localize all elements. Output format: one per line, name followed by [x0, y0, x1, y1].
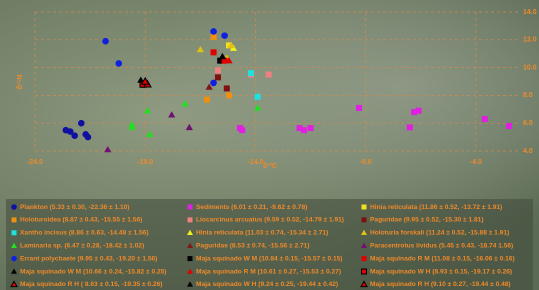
legend-label: Maja squinado W H (9.24 ± 0.25, -19.44 ±… — [196, 281, 338, 288]
point — [506, 123, 512, 129]
point — [102, 38, 109, 45]
legend-label: Paguridae (9.95 ± 0.52, -15.30 ± 1.81) — [370, 217, 484, 224]
x-tick-label: -24.0 — [27, 159, 43, 166]
legend-label: Maja squinado W M (10.84 ± 0.15, -15.57 … — [196, 255, 343, 262]
point — [226, 92, 232, 98]
legend-marker — [11, 204, 17, 210]
legend-label: Holoturia forskali (11.24 ± 0.52, -15.88… — [370, 230, 509, 237]
point — [255, 94, 261, 100]
point — [482, 116, 488, 122]
legend-label: Paguridae (8.53 ± 0.74, -15.56 ± 2.71) — [196, 242, 310, 249]
legend-label: Holoturoidea (8.87 ± 0.43, -15.55 ± 1.56… — [20, 217, 142, 224]
legend-marker — [12, 230, 17, 235]
x-tick-label: -19.0 — [137, 159, 153, 166]
y-tick-label: 12.0 — [523, 37, 537, 44]
point — [221, 32, 228, 39]
y-axis-label: δ¹⁵N — [17, 75, 24, 90]
legend-label: Laminaria sp. (6.47 ± 0.28, -18.42 ± 1.0… — [20, 242, 144, 249]
point — [210, 28, 217, 35]
point — [215, 67, 221, 73]
point — [211, 34, 217, 40]
point — [356, 105, 362, 111]
y-tick-label: 8.0 — [523, 92, 533, 99]
legend-marker — [362, 256, 367, 261]
legend-label: Hinia reticulata (11.86 ± 0.52, -13.72 ±… — [370, 204, 502, 211]
legend-label: Liocarcinus arcuatus (9.59 ± 0.52, -14.7… — [196, 217, 344, 224]
point — [239, 127, 245, 133]
x-tick-label: -14.0 — [247, 159, 263, 166]
y-tick-label: 6.0 — [523, 120, 533, 127]
legend-marker — [362, 205, 367, 210]
point — [248, 70, 254, 76]
legend-marker — [188, 205, 193, 210]
x-tick-label: -4.0 — [470, 159, 482, 166]
legend-marker — [362, 217, 367, 222]
legend-label: Maja squinado W H (8.93 ± 0.15, -19.17 ±… — [370, 268, 512, 275]
y-tick-label: 14.0 — [523, 9, 537, 16]
legend-marker — [188, 256, 193, 261]
y-tick-label: 4.0 — [523, 148, 533, 155]
legend-label: Errant polychaete (9.95 ± 0.43, -19.20 ±… — [20, 255, 157, 262]
point — [85, 134, 92, 141]
page: δ¹³C δ¹⁵N 4.0 6.0 8.0 10.0 12.0 14.0 -24.0 -19.… — [0, 0, 539, 290]
legend-label: Plankton (5.33 ± 0.30, -22.36 ± 1.10) — [20, 204, 130, 211]
legend-label: Maja squinado W M (10.66 ± 0.24, -15.82 … — [20, 268, 167, 275]
point — [224, 85, 230, 91]
legend-marker — [188, 217, 193, 222]
legend-marker — [362, 269, 367, 274]
legend-label: Maja squinado R H ( 8.63 ± 0.15, -19.35 … — [20, 281, 162, 288]
legend-label: Sediments (6.01 ± 0.21, -9.62 ± 0.78) — [196, 204, 307, 211]
legend-label: Maja squinado R M (10.61 ± 0.27, -15.53 … — [196, 268, 341, 275]
point — [301, 127, 307, 133]
point — [215, 74, 221, 80]
x-axis-label: δ¹³C — [263, 163, 277, 170]
point — [211, 49, 217, 55]
point — [308, 125, 314, 131]
x-tick-label: -9.0 — [360, 159, 372, 166]
point — [67, 128, 74, 135]
point — [210, 80, 217, 87]
legend-label: Hinia reticulata (11.03 ± 0.74, -15.34 ±… — [196, 230, 328, 237]
point — [78, 120, 85, 127]
point — [204, 97, 210, 103]
point — [416, 108, 422, 114]
legend-label: Paracentrotus lividus (5.45 ± 0.43, -18.… — [370, 242, 513, 249]
legend-marker — [12, 217, 17, 222]
chart: δ¹³C δ¹⁵N 4.0 6.0 8.0 10.0 12.0 14.0 -24.0 -19.… — [0, 0, 539, 290]
legend-label: Maja squinado R H (9.10 ± 0.27, -19.44 ±… — [370, 281, 511, 288]
legend-label: Xantho incisus (8.86 ± 0.63, -14.48 ± 1.… — [20, 230, 149, 237]
point — [266, 72, 272, 78]
legend-marker — [11, 256, 17, 262]
point — [115, 60, 122, 67]
y-tick-label: 10.0 — [523, 64, 537, 71]
point — [407, 124, 413, 130]
legend-label: Maja squinado R M (11.08 ± 0.15, -16.06 … — [370, 255, 515, 262]
